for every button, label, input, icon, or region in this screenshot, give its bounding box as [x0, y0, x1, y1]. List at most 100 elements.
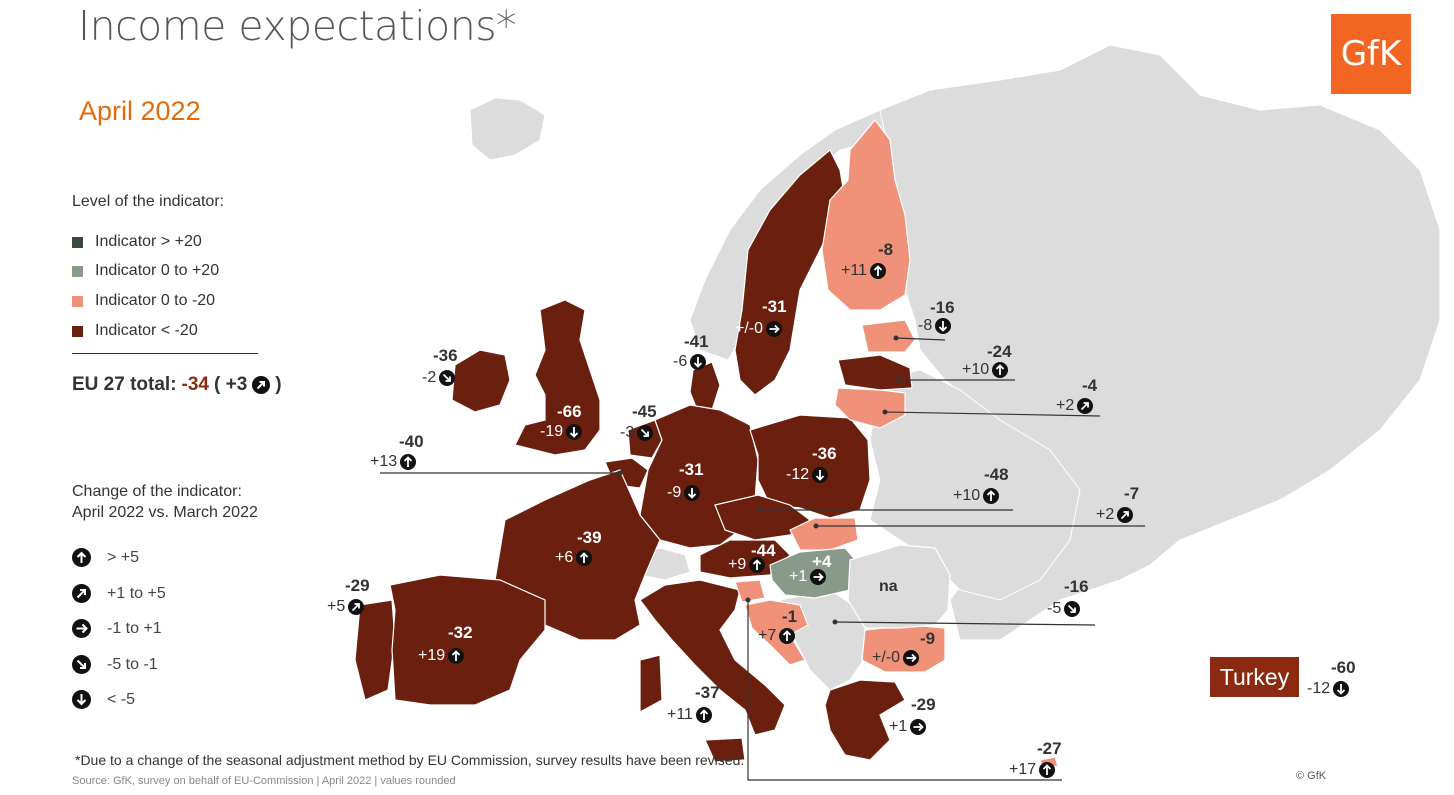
eu-total-change: ( +3: [214, 374, 248, 395]
poland-change-text: -12: [786, 466, 810, 483]
change-legend-item: > +5: [72, 548, 139, 567]
cyprus-change: +17: [1009, 761, 1056, 779]
ireland-shape: [451, 349, 511, 413]
down-right-arrow-icon: [439, 370, 456, 386]
right-arrow-icon: [72, 619, 91, 638]
latvia-change: +10: [962, 361, 1009, 379]
poland-value: -36: [812, 444, 837, 463]
right-arrow-icon: [910, 719, 927, 735]
greece-shape: [824, 679, 906, 761]
latvia-value: -24: [987, 342, 1012, 361]
ireland-change: -2: [422, 369, 456, 387]
source-note: Source: GfK, survey on behalf of EU-Comm…: [72, 775, 456, 787]
level-legend-heading: Level of the indicator:: [72, 193, 225, 210]
sweden-value: -31: [762, 297, 787, 316]
finland-change-text: +11: [841, 262, 867, 279]
change-legend-label: -1 to +1: [107, 619, 162, 637]
down-arrow-icon: [935, 318, 952, 334]
latvia-shape: [837, 354, 913, 391]
level-swatch: [72, 265, 83, 277]
finland-change: +11: [841, 262, 886, 280]
page-title: Income expectations*: [78, 2, 517, 50]
austria-value: -44: [751, 541, 776, 560]
italy-change: +11: [667, 706, 712, 724]
uk-change-text: -19: [540, 423, 564, 440]
germany-value: -31: [679, 460, 704, 479]
level-legend-item: Indicator < -20: [72, 322, 198, 340]
czechia-value: -48: [984, 465, 1009, 484]
france-change: +6: [555, 549, 593, 567]
portugal-change-text: +5: [327, 598, 346, 615]
lithuania-change: +2: [1056, 397, 1094, 415]
estonia-value: -16: [930, 298, 955, 317]
eu-total-label: EU 27 total:: [72, 374, 177, 395]
bulgaria-change: +/-0: [872, 649, 920, 667]
turkey-value: -60: [1331, 658, 1356, 677]
level-legend-label: Indicator < -20: [95, 322, 198, 339]
italy-value: -37: [695, 683, 720, 702]
slovenia-change: -5: [1047, 600, 1081, 618]
up-arrow-icon: [749, 557, 766, 573]
eu-total-value: -34: [181, 374, 209, 395]
level-swatch: [72, 325, 83, 337]
bulgaria-change-text: +/-0: [872, 649, 901, 666]
hungary-change: +1: [789, 568, 827, 586]
change-legend-label: -5 to -1: [107, 655, 158, 673]
sicily-shape: [704, 737, 746, 763]
portugal-value: -29: [345, 576, 370, 595]
belarus-ukraine-shape: [869, 369, 1081, 601]
iceland-shape: [469, 97, 546, 161]
netherlands-change-text: -3: [620, 424, 635, 441]
greece-change: +1: [889, 718, 927, 736]
denmark-change-text: -6: [673, 353, 688, 370]
germany-change-text: -9: [667, 484, 682, 501]
up-right-arrow-icon: [252, 376, 271, 394]
up-arrow-icon: [779, 628, 796, 644]
ireland-value: -36: [433, 346, 458, 365]
austria-change: +9: [728, 556, 766, 574]
italy-change-text: +11: [667, 706, 693, 723]
down-right-arrow-icon: [1064, 601, 1081, 617]
croatia-value: -1: [782, 607, 798, 626]
austria-change-text: +9: [728, 556, 747, 573]
belgium-change-text: +13: [370, 453, 398, 470]
legend-divider: [72, 353, 258, 354]
level-legend-label: Indicator 0 to +20: [95, 262, 220, 279]
level-legend-label: Indicator > +20: [95, 233, 202, 250]
finland-shape: [821, 119, 911, 311]
germany-change: -9: [667, 484, 701, 502]
belgium-value: -40: [399, 432, 424, 451]
poland-shape: [749, 414, 871, 519]
lithuania-change-text: +2: [1056, 397, 1075, 414]
hungary-value: +4: [812, 552, 832, 571]
up-right-arrow-icon: [1077, 398, 1094, 414]
spain-change-text: +19: [418, 647, 446, 664]
romania-value: na: [879, 578, 898, 595]
slovakia-value: -7: [1124, 484, 1140, 503]
spain-change: +19: [418, 647, 465, 665]
level-legend-item: Indicator > +20: [72, 233, 202, 251]
sweden-shape: [734, 149, 846, 396]
netherlands-value: -45: [632, 402, 657, 421]
change-legend-item: -1 to +1: [72, 619, 162, 638]
hungary-change-text: +1: [789, 568, 808, 585]
up-arrow-icon: [1039, 762, 1056, 778]
uk-shape: [514, 299, 601, 456]
up-arrow-icon: [983, 488, 1000, 504]
estonia-shape: [861, 319, 916, 353]
lithuania-shape: [834, 387, 906, 429]
up-right-arrow-icon: [348, 599, 365, 615]
italy-shape: [639, 579, 786, 736]
level-legend-item: Indicator 0 to +20: [72, 262, 219, 280]
sweden-change-text: +/-0: [735, 320, 764, 337]
ireland-change-text: -2: [422, 369, 437, 386]
change-legend-item: < -5: [72, 690, 135, 709]
level-swatch: [72, 295, 83, 307]
down-arrow-icon: [690, 354, 707, 370]
up-right-arrow-icon: [72, 584, 91, 603]
footnote: *Due to a change of the seasonal adjustm…: [75, 752, 745, 768]
change-legend-label: < -5: [107, 690, 136, 708]
up-arrow-icon: [448, 648, 465, 664]
uk-change: -19: [540, 423, 583, 441]
level-legend-label: Indicator 0 to -20: [95, 292, 216, 309]
